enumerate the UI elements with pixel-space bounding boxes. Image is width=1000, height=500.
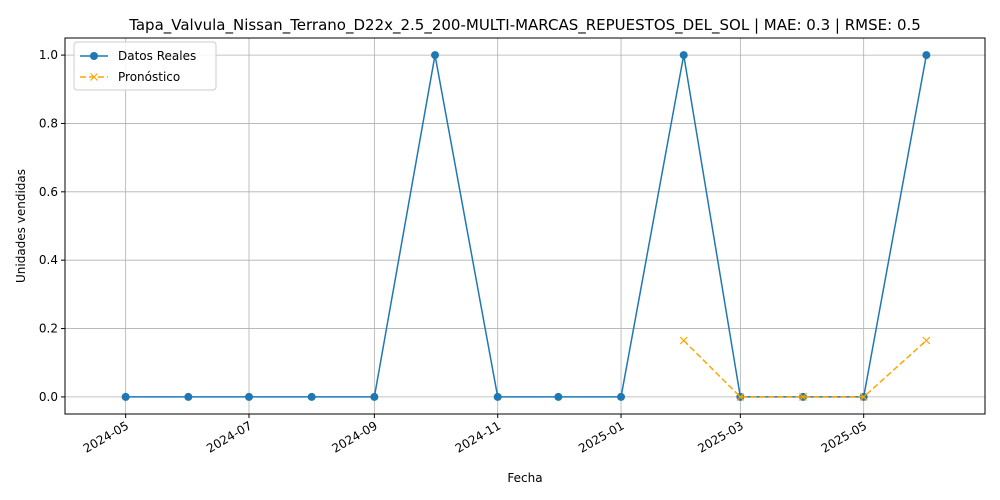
x-tick-label: 2024-11 (453, 418, 503, 455)
y-tick-label: 0.6 (39, 185, 58, 199)
x-tick-label: 2024-09 (329, 418, 379, 455)
chart-title: Tapa_Valvula_Nissan_Terrano_D22x_2.5_200… (128, 16, 921, 35)
x-tick-label: 2025-03 (695, 418, 745, 455)
data-point (922, 336, 931, 345)
data-point (121, 392, 130, 401)
legend-marker (90, 73, 98, 81)
data-point (493, 392, 502, 401)
plot-frame (64, 37, 986, 415)
data-point (617, 392, 626, 401)
data-point (370, 392, 379, 401)
y-tick-label: 0.4 (39, 253, 58, 267)
marker-stroke (799, 392, 807, 401)
x-tick-label: 2024-05 (81, 418, 131, 455)
marker-stroke (922, 336, 931, 345)
y-tick-label: 1.0 (39, 48, 58, 62)
y-tick-label: 0.8 (39, 116, 58, 130)
y-axis: 0.0 0.2 0.4 0.6 0.8 1.0 (39, 48, 65, 404)
x-axis: 2024-05 2024-07 2024-09 2024-11 2025-01 2025-… (81, 414, 869, 456)
data-point (799, 392, 807, 401)
y-tick-label: 0.0 (39, 390, 58, 404)
y-tick-label: 0.2 (39, 322, 58, 336)
data-point (859, 392, 868, 401)
series-line-2 (683, 339, 927, 398)
marker-stroke (679, 336, 688, 345)
marker-stroke (859, 392, 868, 401)
series-layer (121, 51, 931, 401)
data-point (679, 51, 688, 60)
x-axis-label: Fecha (507, 471, 542, 485)
series-line-1 (125, 54, 928, 398)
legend-marker (90, 52, 98, 60)
data-point (554, 392, 563, 401)
x-tick-label: 2025-01 (576, 418, 626, 455)
data-point (922, 51, 931, 60)
data-point (431, 51, 440, 60)
x-tick-label: 2024-07 (204, 418, 254, 455)
x-tick-label: 2025-05 (819, 418, 869, 455)
data-point (245, 392, 253, 401)
legend-label: Datos Reales (118, 49, 196, 63)
y-axis-label: Unidades vendidas (14, 169, 28, 283)
legend: Datos Reales Pronóstico (73, 41, 217, 91)
legend-label: Pronóstico (118, 70, 180, 84)
legend-box (73, 41, 217, 91)
data-point (736, 392, 745, 401)
grid (65, 38, 985, 414)
marker-stroke (736, 392, 745, 401)
data-point (184, 392, 193, 401)
data-point (307, 392, 316, 401)
data-point (679, 336, 688, 345)
